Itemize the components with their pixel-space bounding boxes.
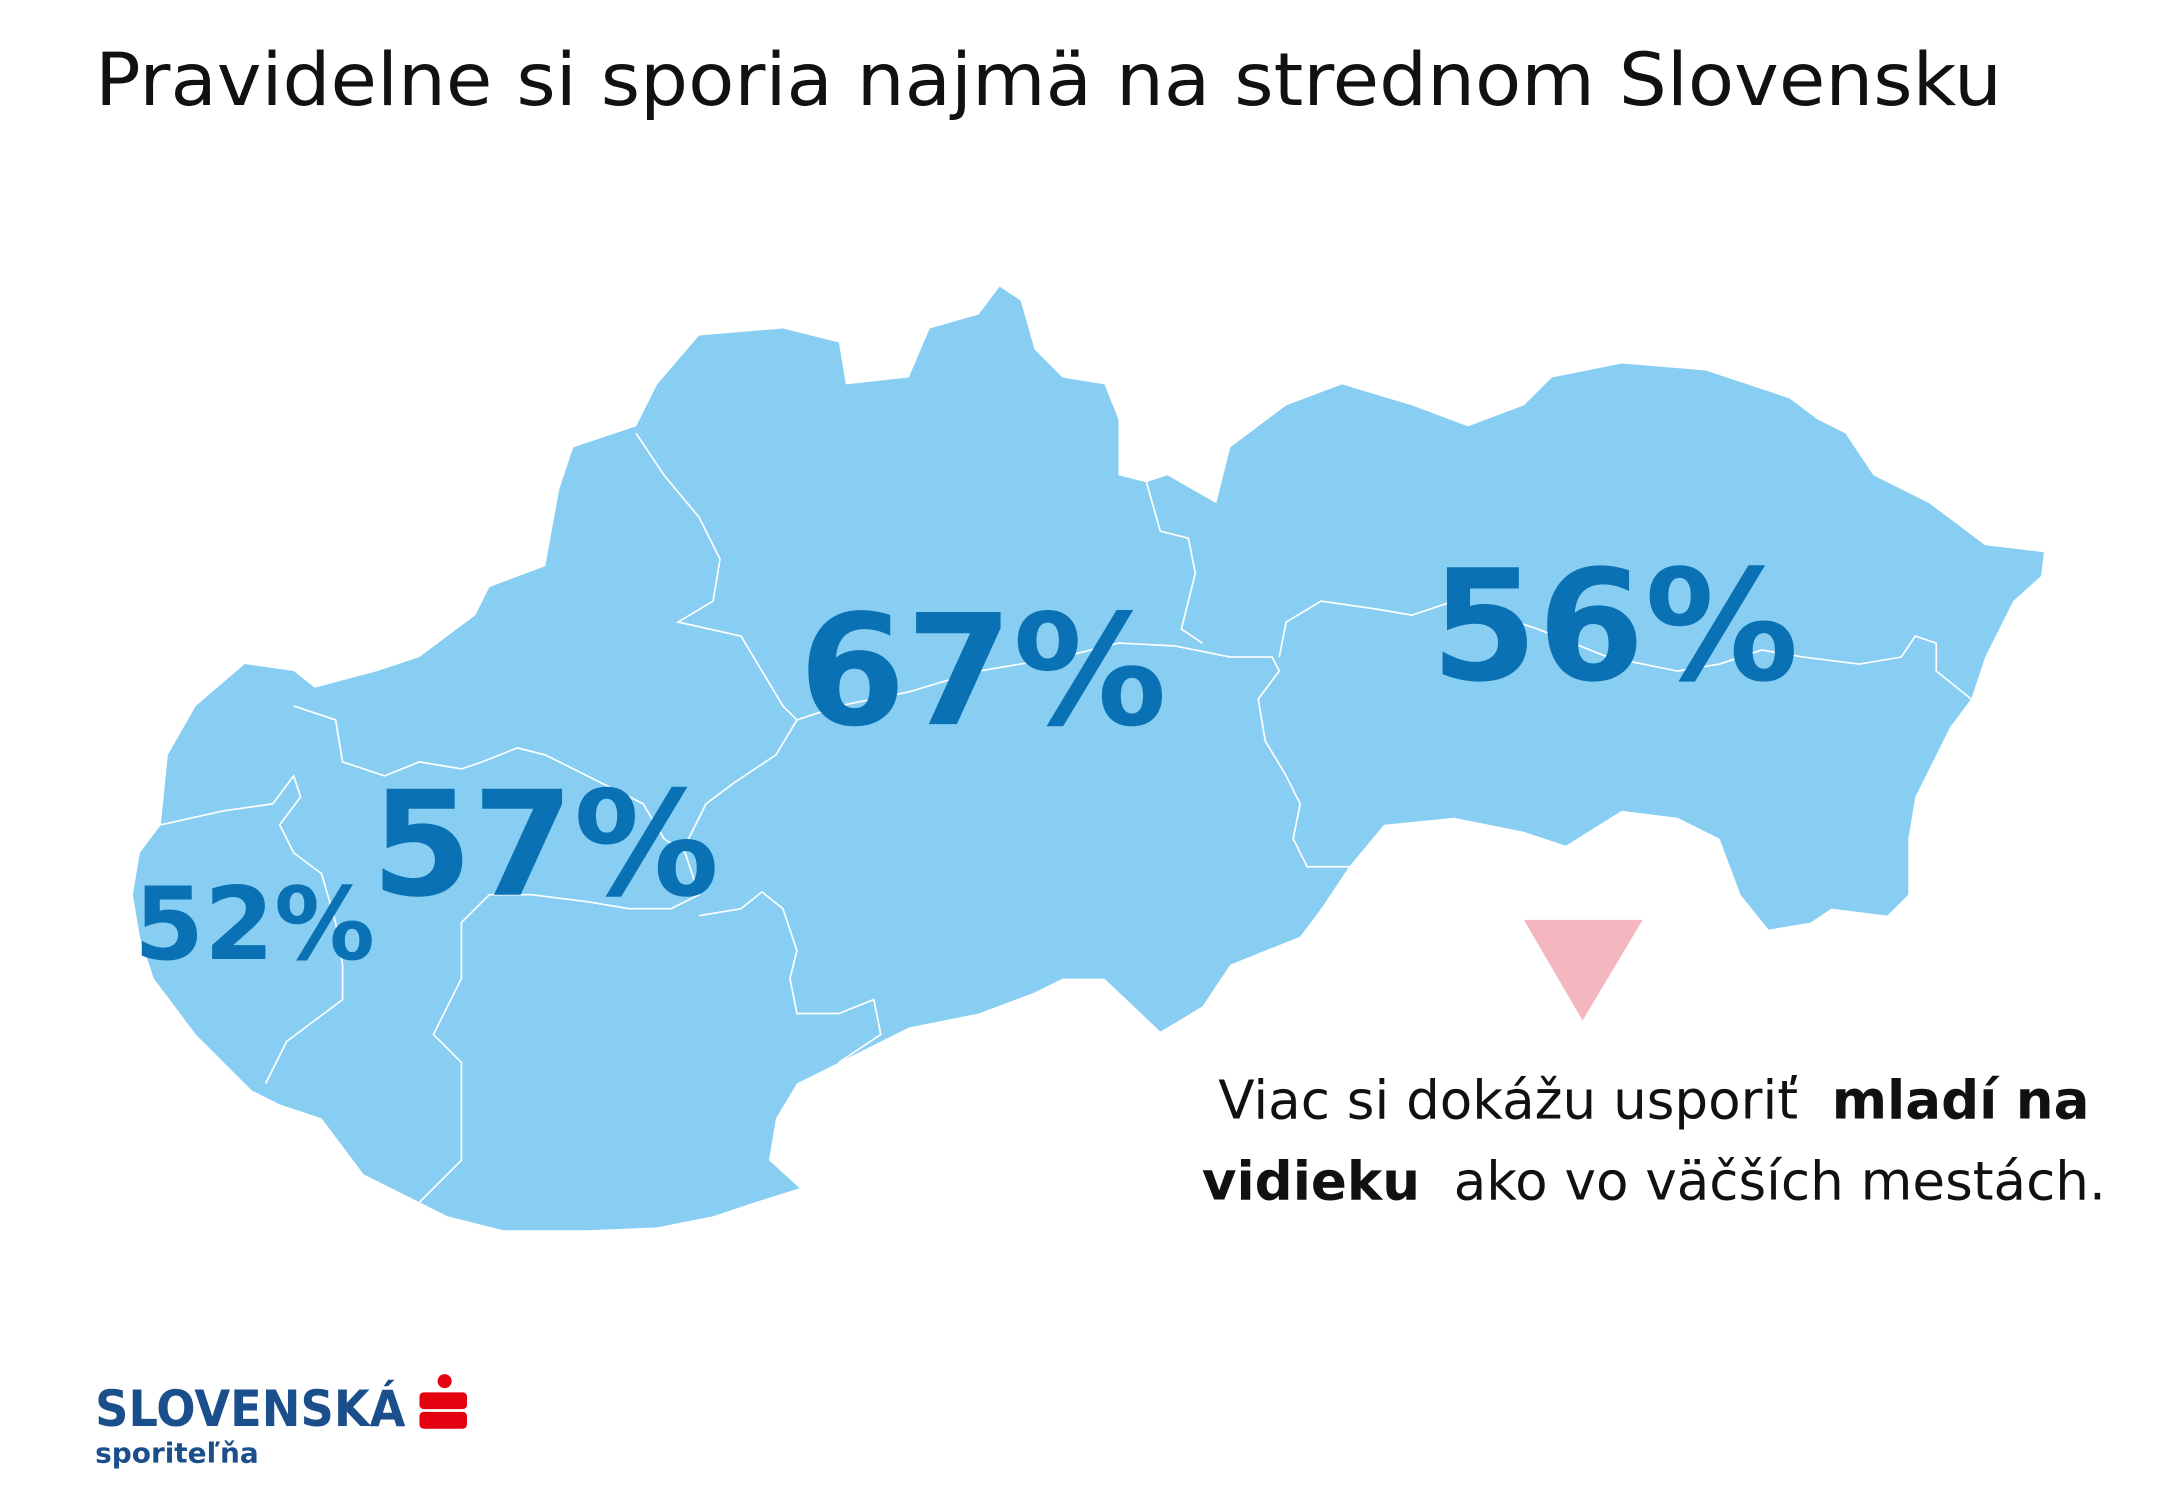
region-border [796, 642, 1350, 868]
region-border [160, 774, 344, 1084]
logo-icon [419, 1374, 468, 1429]
down-triangle [1523, 919, 1643, 1021]
region-value: 67% [799, 582, 1167, 761]
logo-dot [437, 1374, 452, 1389]
region-value: 52% [134, 866, 375, 983]
region-value: 57% [371, 761, 719, 930]
logo-bar [419, 1411, 468, 1429]
note-text: ako vo väčších mestách. [1454, 1150, 2106, 1212]
region-border [1145, 482, 1203, 644]
note-emphasis: vidieku [1202, 1150, 1420, 1212]
title: Pravidelne si sporia najmä na strednom S… [95, 39, 2002, 123]
logo-subname: sporiteľňa [95, 1436, 259, 1469]
region-value: 56% [1431, 537, 1799, 716]
region-border [635, 432, 798, 847]
logo-name: SLOVENSKÁ [95, 1379, 405, 1438]
region-border [293, 705, 701, 1203]
note-line: Viac si dokážu usporiť mladí na [1218, 1069, 2089, 1131]
region-border [1278, 600, 1972, 700]
country-shape [132, 286, 2044, 1231]
note-text: Viac si dokážu usporiť [1218, 1069, 1798, 1131]
note-line: vidieku ako vo väčších mestách. [1202, 1150, 2106, 1212]
logo-bar [419, 1392, 468, 1410]
region-border [698, 890, 882, 1064]
slovakia-map [132, 286, 2044, 1231]
note-emphasis: mladí na [1832, 1069, 2090, 1131]
logo: SLOVENSKÁ sporiteľňa [95, 1374, 468, 1469]
